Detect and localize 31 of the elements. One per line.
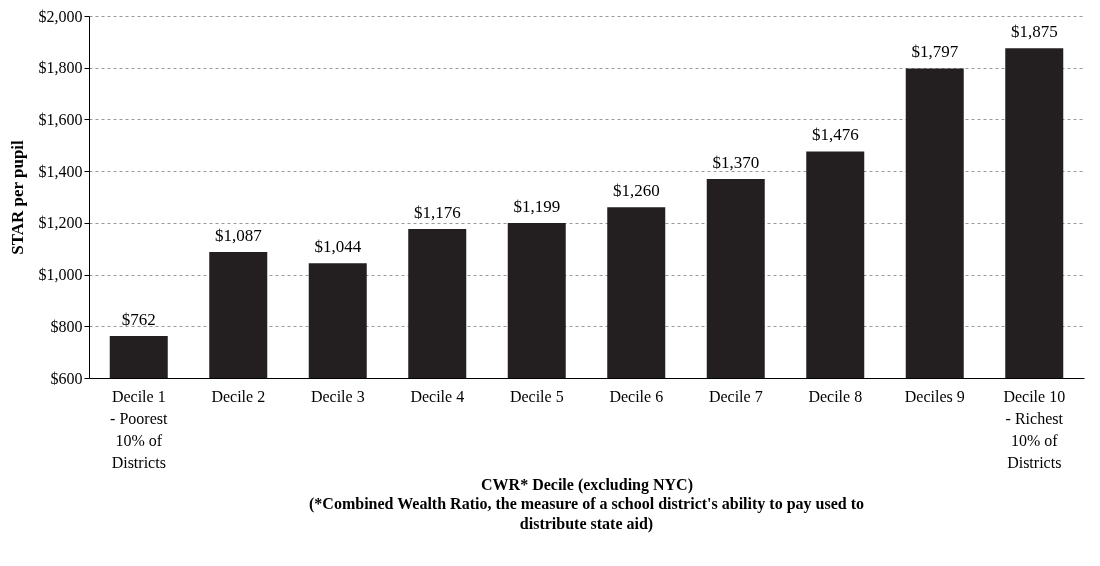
y-tick-label: $600 [50,369,83,387]
y-axis-title: STAR per pupil [7,139,27,255]
x-tick-label: Decile 2 [211,387,266,405]
data-label: $1,087 [214,226,263,246]
x-axis-title: CWR* Decile (excluding NYC) [481,475,693,494]
x-tick-label: Decile 1 - Poorest 10% of Districts [110,387,168,471]
text: (*Combined Wealth Ratio, the measure of a school district's ability to pay used to distribute state aid) [309,495,864,533]
y-tick-label: $1,600 [38,110,83,128]
y-tick-label: $1,800 [38,59,83,77]
y-tick-label: $1,000 [38,266,83,284]
data-label: $762 [121,310,156,330]
x-tick-label: Decile 5 [509,387,564,405]
data-label: $1,476 [811,125,859,145]
x-tick-label: Deciles 9 [904,387,965,405]
data-label: $1,176 [413,203,461,223]
x-tick-label: Decile 8 [808,387,863,405]
y-tick-label: $800 [50,317,83,335]
y-tick-label: $2,000 [38,7,83,25]
data-label: $1,044 [314,237,362,257]
data-label: $1,199 [513,197,561,217]
x-tick-label: Decile 10 - Richest 10% of Districts [1003,387,1066,471]
data-label: $1,875 [1010,22,1058,42]
x-tick-label: Decile 4 [410,387,465,405]
y-tick-label: $1,200 [38,214,83,232]
data-label: $1,797 [911,42,959,62]
x-tick-label: Decile 6 [609,387,664,405]
x-tick-label: Decile 3 [310,387,365,405]
y-tick-label: $1,400 [38,162,83,180]
x-tick-label: Decile 7 [708,387,763,405]
data-label: $1,260 [612,181,660,201]
data-label: $1,370 [712,152,760,172]
